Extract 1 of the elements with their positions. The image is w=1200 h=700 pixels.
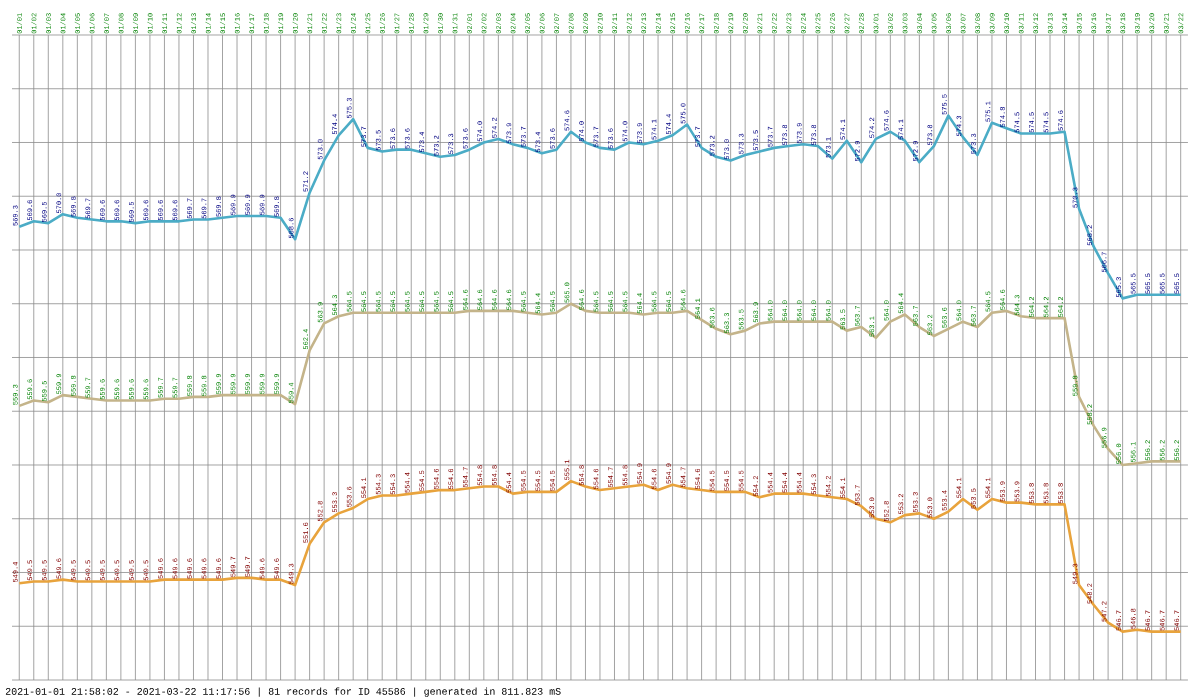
text: 2021-01-01 21:58:02 - 2021-03-22 11:17:56 | 81 records for ID 45586 | generated in 811.823 mS — [5, 687, 561, 697]
